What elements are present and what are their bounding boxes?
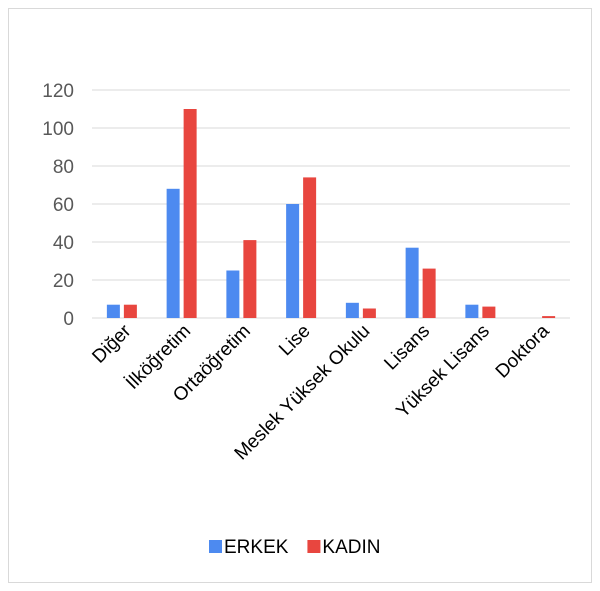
bar-kadin-3	[303, 177, 317, 318]
bar-kadin-1	[183, 109, 197, 318]
bar-kadin-7	[542, 316, 556, 318]
y-tick-label: 60	[53, 195, 74, 216]
legend: ERKEK KADIN	[209, 537, 381, 558]
bar-kadin-4	[362, 308, 376, 318]
bar-erkek-1	[166, 188, 180, 318]
bar-erkek-6	[465, 304, 479, 318]
bar-erkek-4	[345, 302, 359, 318]
bar-erkek-5	[405, 247, 419, 318]
legend-label-erkek: ERKEK	[224, 537, 289, 558]
y-axis-ticks: 0 20 40 60 80 100 120	[42, 81, 74, 330]
legend-swatch-erkek	[209, 540, 222, 553]
x-category-label: Doktora	[492, 320, 554, 382]
gridlines	[92, 89, 570, 319]
bar-erkek-2	[226, 270, 240, 318]
bar-kadin-0	[123, 304, 137, 318]
legend-label-kadin: KADIN	[322, 537, 380, 558]
x-category-label: Lise	[275, 321, 314, 360]
bars	[106, 109, 556, 318]
bar-kadin-5	[422, 268, 436, 318]
chart-area	[8, 8, 592, 583]
bar-erkek-0	[106, 304, 120, 318]
bar-erkek-3	[286, 204, 300, 318]
bar-kadin-6	[482, 306, 496, 318]
y-tick-label: 80	[53, 157, 74, 178]
y-tick-label: 40	[53, 233, 74, 254]
y-tick-label: 20	[53, 271, 74, 292]
x-category-label: Lisans	[380, 321, 434, 375]
y-tick-label: 0	[63, 309, 74, 330]
y-tick-label: 100	[42, 119, 74, 140]
y-tick-label: 120	[42, 81, 74, 102]
legend-swatch-kadin	[307, 540, 321, 553]
bar-kadin-2	[243, 240, 257, 318]
x-category-label: Diğer	[88, 320, 135, 367]
